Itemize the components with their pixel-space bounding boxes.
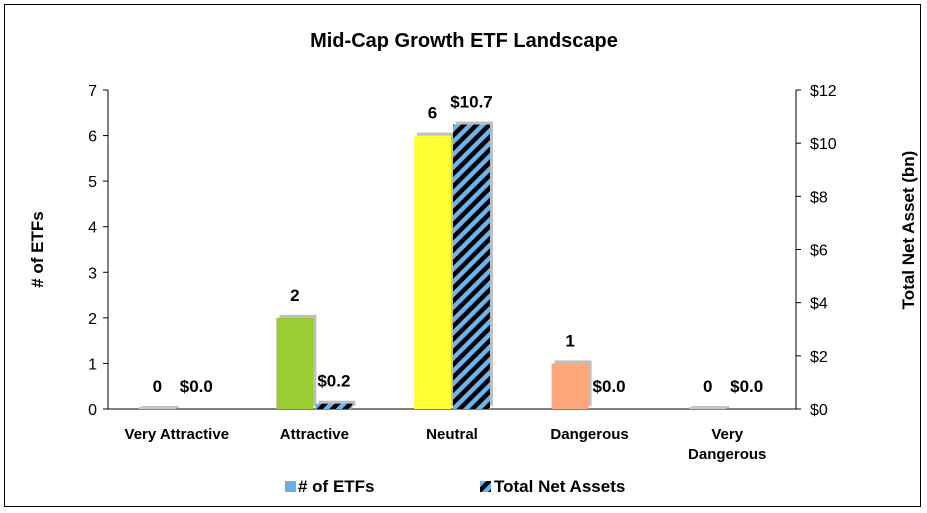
data-label-assets: $0.0	[593, 377, 626, 396]
left-tick-label: 1	[88, 356, 97, 373]
left-tick-label: 3	[88, 265, 97, 282]
category-label: Dangerous	[688, 446, 766, 463]
y2-axis-title: Total Net Asset (bn)	[899, 151, 918, 310]
data-label-assets: $10.7	[450, 93, 493, 112]
bar-etfs	[138, 407, 176, 409]
category-label: Attractive	[280, 426, 349, 443]
legend-swatch-assets	[480, 481, 491, 492]
category-label: Neutral	[426, 426, 478, 443]
data-label-assets: $0.0	[180, 377, 213, 396]
right-tick-label: $8	[810, 189, 828, 206]
left-tick-label: 6	[88, 129, 97, 146]
legend-label-assets: Total Net Assets	[494, 477, 625, 496]
left-tick-label: 7	[88, 83, 97, 100]
right-tick-label: $6	[810, 243, 828, 260]
category-label: Dangerous	[550, 426, 628, 443]
bar-etfs	[414, 135, 451, 410]
left-tick-label: 4	[88, 220, 97, 237]
right-tick-label: $0	[810, 402, 828, 419]
data-label-etfs: 0	[703, 377, 712, 396]
bar-assets-shadow	[318, 400, 356, 406]
data-label-etfs: 0	[153, 377, 162, 396]
right-tick-label: $4	[810, 296, 828, 313]
right-tick-label: $2	[810, 349, 828, 366]
data-label-assets: $0.2	[317, 372, 350, 391]
bar-etfs	[551, 363, 589, 409]
chart-title: Mid-Cap Growth ETF Landscape	[310, 30, 618, 52]
right-tick-label: $10	[810, 136, 837, 153]
left-tick-label: 2	[88, 311, 97, 328]
legend-label-etfs: # of ETFs	[298, 477, 375, 496]
y-axis-title: # of ETFs	[28, 211, 47, 288]
plot-area: 0 1 2 3 4 5 6 7 $0 $2 $4 $6 $8 $10 $12 # of ETFs Total N…	[28, 83, 918, 463]
bar-etfs	[689, 407, 727, 409]
data-label-etfs: 2	[290, 286, 299, 305]
right-tick-label: $12	[810, 83, 837, 100]
left-tick-label: 5	[88, 174, 97, 191]
legend: # of ETFs Total Net Assets	[285, 477, 625, 496]
data-label-etfs: 6	[428, 104, 437, 123]
bar-assets	[315, 403, 353, 409]
left-tick-label: 0	[88, 402, 97, 419]
bar-assets	[453, 124, 490, 409]
data-label-etfs: 1	[565, 331, 574, 350]
data-label-assets: $0.0	[730, 377, 763, 396]
legend-swatch-etfs	[285, 481, 296, 492]
category-label: Very	[711, 426, 743, 443]
category-label: Very Attractive	[125, 426, 230, 443]
bar-etfs	[276, 317, 314, 409]
